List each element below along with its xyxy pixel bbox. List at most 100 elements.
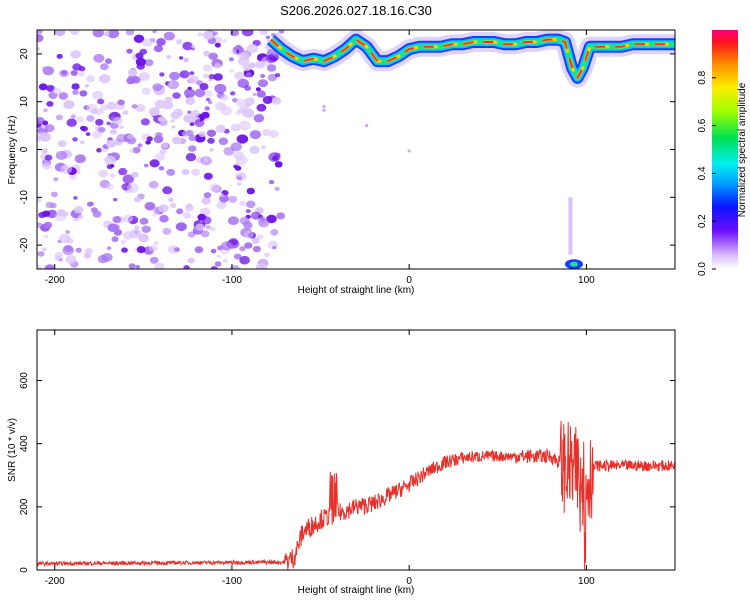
spectrogram-noise-blob — [110, 164, 115, 168]
spectrogram-noise-blob — [139, 217, 149, 225]
spectrogram-noise-blob — [56, 53, 63, 59]
spectrogram-noise-blob — [203, 157, 208, 162]
spectrogram-noise-blob — [201, 216, 212, 225]
spectrogram-noise-blob — [236, 134, 249, 144]
spectrogram-noise-blob — [233, 253, 242, 260]
spectrogram-noise-blob — [135, 103, 146, 113]
spectrogram-noise-blob — [144, 59, 154, 67]
spectrogram-noise-blob — [125, 30, 135, 36]
spectrogram-noise-blob — [144, 163, 149, 168]
spectrogram-noise-blob — [229, 57, 234, 62]
spectrogram-noise-blob — [126, 134, 134, 140]
spectrogram-spot — [322, 104, 326, 109]
spectrogram-noise-blob — [253, 39, 262, 46]
spectrogram-noise-blob — [73, 196, 78, 200]
spectrogram-noise-blob — [43, 108, 48, 112]
spectrogram-noise-blob — [126, 183, 139, 193]
spectrogram-noise-blob — [75, 247, 82, 253]
spectrogram-noise-blob — [37, 34, 44, 43]
spectrogram-noise-blob — [86, 75, 95, 83]
spectrogram-noise-blob — [233, 164, 238, 169]
spectrogram-noise-blob — [141, 38, 153, 47]
spectrogram-noise-blob — [179, 56, 184, 60]
spectrogram-noise-blob — [246, 43, 259, 54]
spectrogram-noise-blob — [221, 241, 233, 251]
spectrogram-noise-blob — [209, 183, 221, 192]
spectrogram-noise-blob — [122, 174, 134, 184]
spectrogram-noise-blob — [161, 143, 169, 148]
spectrogram-noise-blob — [85, 247, 93, 255]
spectrogram-noise-blob — [113, 198, 118, 202]
spectrogram-noise-blob — [78, 214, 84, 219]
spectrogram-noise-blob — [203, 192, 212, 199]
spectrogram-noise-blob — [152, 30, 157, 34]
spectrogram-noise-blob — [257, 79, 269, 88]
spectrogram-noise-blob — [74, 154, 86, 164]
spectrogram-noise-blob — [158, 204, 169, 213]
snr-frame — [36, 329, 676, 571]
spectrogram-noise-blob — [141, 87, 151, 95]
spectrogram-noise-blob — [168, 197, 174, 203]
spectrogram-noise-blob — [96, 148, 102, 153]
spectrogram-noise-blob — [267, 73, 277, 82]
spectrogram-noise-blob — [201, 196, 211, 205]
spectrogram-noise-blob — [189, 122, 195, 126]
spectrogram-noise-blob — [79, 140, 85, 145]
spectrogram-noise-blob — [215, 124, 226, 133]
figure-title: S206.2026.027.18.16.C30 — [280, 3, 432, 18]
spectrogram-noise-blob — [199, 116, 205, 121]
spectrogram-noise-blob — [266, 214, 277, 224]
snr-axes: -200 -100 0 100 0 200 400 600 — [19, 330, 675, 587]
spectrogram-noise-blob — [183, 114, 194, 123]
spectrogram-noise-blob — [121, 247, 128, 253]
spectrogram-noise-blob — [70, 114, 77, 119]
spectrogram-noise-blob — [140, 118, 150, 126]
spectrogram-noise-blob — [92, 210, 102, 218]
spectrogram-noise-blob — [214, 42, 221, 48]
spectrogram-noise-blob — [209, 148, 214, 152]
spectrogram-noise-blob — [138, 72, 150, 82]
spectrogram-spot — [322, 108, 326, 112]
spectrogram-noise-blob — [188, 134, 197, 142]
colorbar-tick-label: 0.6 — [697, 118, 708, 132]
spectrogram-x-tick-label: -100 — [222, 275, 242, 286]
spectrogram-noise-blob — [166, 168, 176, 176]
spectrogram-noise-blob — [274, 73, 281, 78]
spectrogram-noise-blob — [164, 96, 173, 104]
spectrogram-noise-blob — [243, 221, 253, 230]
spectrogram-noise-blob — [58, 92, 69, 100]
spectrogram-noise-blob — [246, 187, 255, 195]
spectrogram-noise-blob — [187, 257, 195, 264]
spectrogram-noise-blob — [260, 74, 266, 78]
spectrogram-noise-blob — [65, 230, 70, 234]
spectrogram-noise-blob — [149, 107, 160, 117]
spectrogram-noise-blob — [148, 180, 159, 189]
spectrogram-noise-blob — [92, 90, 104, 100]
spectrogram-noise-blob — [199, 83, 209, 91]
colorbar-tick-label: 0.4 — [697, 166, 708, 180]
spectrogram-noise-blob — [170, 119, 175, 123]
spectrogram-noise-blob — [54, 255, 62, 261]
spectrogram-noise-blob — [41, 247, 47, 252]
spectrogram-noise-blob — [154, 152, 165, 161]
spectrogram-noise-blob — [44, 124, 55, 133]
spectrogram-y-tick-label: 20 — [19, 48, 30, 60]
spectrogram-noise-blob — [244, 103, 251, 108]
spectrogram-noise-blob — [46, 101, 54, 107]
spectrogram-noise-blob — [256, 103, 267, 112]
spectrogram-noise-blob — [237, 174, 243, 179]
spectrogram-noise-blob — [197, 32, 204, 37]
spectrogram-noise-blob — [236, 155, 248, 166]
spectrogram-noise-blob — [127, 68, 138, 77]
spectrogram-noise-blob — [74, 217, 79, 222]
spectrogram-x-tick-label: 100 — [578, 275, 595, 286]
spectrogram-noise-blob — [98, 74, 111, 84]
spectrogram-noise-blob — [148, 244, 158, 252]
spectrogram-noise-blob — [246, 200, 256, 209]
spectrogram-noise-blob — [105, 183, 114, 190]
colorbar-tick-label: 0.8 — [697, 70, 708, 84]
spectrogram-noise-blob — [59, 69, 69, 78]
spectrogram-noise-blob — [158, 166, 165, 171]
spectrogram-noise-blob — [220, 106, 233, 116]
spectrogram-noise-blob — [176, 39, 183, 45]
